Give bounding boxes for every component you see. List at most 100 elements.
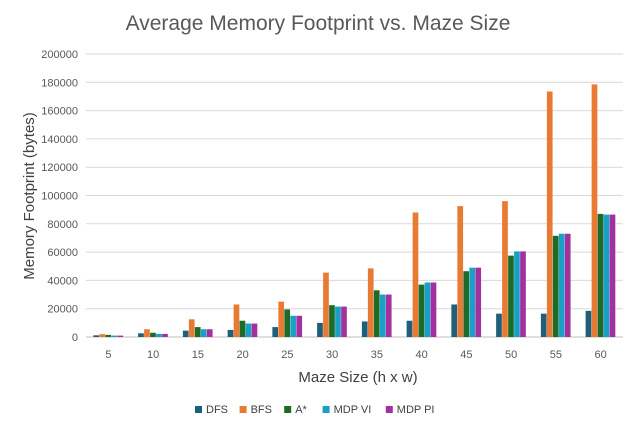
y-axis-title: Memory Footprint (bytes) [21, 112, 38, 280]
x-tick-label: 55 [550, 349, 562, 361]
legend-label: MDP VI [334, 404, 372, 416]
y-tick-label: 100000 [41, 191, 78, 203]
y-tick-label: 180000 [41, 77, 78, 89]
bar [162, 333, 168, 337]
bar [144, 329, 150, 337]
bar [385, 294, 392, 337]
bar [475, 267, 482, 337]
y-tick-label: 80000 [47, 219, 78, 231]
bar [117, 335, 124, 337]
bar [520, 251, 526, 337]
x-tick-label: 35 [371, 349, 383, 361]
bar [418, 284, 425, 337]
bar [150, 332, 156, 337]
bar [233, 304, 240, 337]
bar [430, 282, 437, 337]
legend-label: DFS [206, 404, 228, 416]
legend: DFS BFS A* MDP VI MDP PI [195, 404, 435, 416]
x-tick-label: 40 [416, 349, 428, 361]
bar [514, 251, 520, 337]
y-tick-label: 160000 [41, 106, 78, 118]
x-tick-label: 45 [460, 349, 472, 361]
x-tick-label: 30 [326, 349, 338, 361]
bar [245, 323, 252, 337]
legend-swatch [284, 406, 292, 413]
bar [284, 309, 291, 337]
bar [341, 306, 347, 337]
bar [329, 305, 335, 337]
bar [451, 304, 458, 337]
bar [558, 233, 565, 337]
bar [502, 201, 508, 337]
bar [469, 267, 476, 337]
bars [93, 84, 616, 337]
bar [361, 321, 368, 337]
y-tick-label: 120000 [41, 162, 78, 174]
legend-swatch [239, 406, 247, 413]
bar [138, 333, 144, 337]
bar [496, 313, 502, 337]
y-axis-ticks: 0 20000 40000 60000 80000 100000 120000 140000 1… [41, 49, 78, 344]
bar [323, 272, 329, 337]
bar [239, 320, 246, 337]
x-tick-label: 25 [281, 349, 293, 361]
bar [272, 327, 279, 337]
chart-title: Average Memory Footprint vs. Maze Size [126, 12, 511, 35]
bar [379, 294, 386, 337]
bar [93, 335, 100, 337]
y-tick-label: 60000 [47, 247, 78, 259]
bar [194, 327, 201, 337]
bar [206, 329, 213, 337]
y-tick-label: 40000 [47, 275, 78, 287]
bar [546, 91, 553, 337]
bar [597, 213, 604, 337]
legend-label: A* [295, 404, 307, 416]
y-tick-label: 20000 [47, 304, 78, 316]
bar [99, 334, 106, 337]
bar [200, 329, 207, 337]
x-tick-label: 50 [505, 349, 517, 361]
bar [335, 306, 341, 337]
bar [609, 214, 616, 337]
bar [540, 313, 547, 337]
bar [591, 84, 598, 337]
bar [564, 233, 571, 337]
bar [508, 255, 514, 337]
x-axis-title: Maze Size (h x w) [298, 369, 417, 386]
legend-swatch [385, 406, 393, 413]
bar [373, 290, 380, 337]
bar [227, 329, 234, 337]
bar [317, 322, 323, 337]
bar [552, 235, 559, 337]
x-tick-label: 20 [237, 349, 249, 361]
y-tick-label: 200000 [41, 49, 78, 61]
bar [111, 335, 118, 337]
x-tick-label: 60 [595, 349, 607, 361]
x-axis-ticks: 5 10 15 20 25 30 35 40 45 50 55 60 [105, 349, 606, 361]
y-tick-label: 140000 [41, 134, 78, 146]
bar [296, 315, 303, 337]
legend-label: MDP PI [397, 404, 435, 416]
legend-swatch [195, 406, 202, 413]
bar [457, 206, 464, 337]
bar [463, 271, 470, 337]
bar [585, 310, 592, 337]
bar [424, 282, 431, 337]
legend-swatch [322, 406, 330, 413]
bar [251, 323, 258, 337]
x-tick-label: 15 [192, 349, 204, 361]
x-tick-label: 5 [105, 349, 111, 361]
bar [156, 333, 162, 337]
bar [367, 268, 374, 337]
bar [188, 319, 195, 337]
bar [105, 334, 112, 337]
bar [278, 301, 285, 337]
y-tick-label: 0 [72, 332, 78, 344]
bar [412, 212, 419, 337]
bar [406, 320, 413, 337]
gridlines [86, 53, 623, 338]
x-tick-label: 10 [147, 349, 159, 361]
bar [290, 315, 297, 337]
